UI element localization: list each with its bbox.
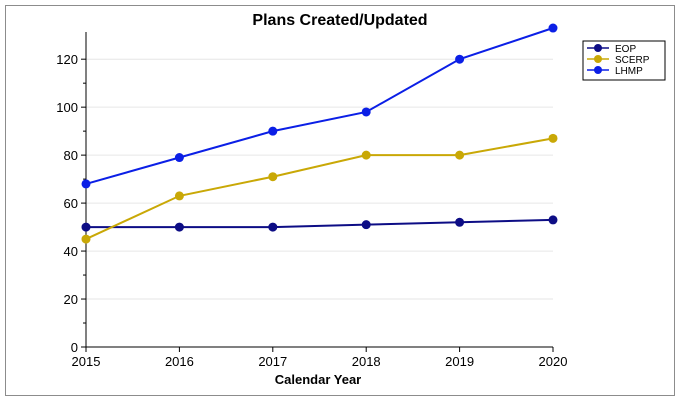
chart-title: Plans Created/Updated — [252, 12, 428, 29]
data-point-lhmp — [81, 179, 91, 189]
y-tick-label: 0 — [71, 340, 78, 355]
series-line-lhmp — [85, 27, 554, 185]
data-point-scerp — [81, 234, 91, 244]
series-line-scerp — [85, 137, 554, 240]
data-point-lhmp — [548, 23, 558, 33]
data-point-scerp — [548, 133, 558, 143]
data-point-eop — [174, 222, 184, 232]
x-tick-label: 2018 — [352, 354, 381, 369]
legend-marker — [594, 55, 602, 63]
x-tick-label: 2020 — [539, 354, 568, 369]
data-point-eop — [455, 217, 465, 227]
y-tick-label: 100 — [56, 100, 78, 115]
legend-marker — [594, 66, 602, 74]
y-tick-label: 20 — [64, 292, 78, 307]
data-point-scerp — [361, 150, 371, 160]
legend-label: SCERP — [615, 55, 650, 66]
legend-label: EOP — [615, 44, 636, 55]
x-axis-label: Calendar Year — [275, 372, 361, 387]
data-point-lhmp — [361, 107, 371, 117]
data-point-eop — [81, 222, 91, 232]
data-point-scerp — [455, 150, 465, 160]
x-tick-label: 2019 — [445, 354, 474, 369]
x-tick-label: 2016 — [165, 354, 194, 369]
series-line-eop — [86, 218, 554, 229]
y-tick-label: 40 — [64, 244, 78, 259]
series-layer — [81, 23, 558, 244]
data-point-scerp — [268, 172, 278, 182]
y-tick-label: 80 — [64, 148, 78, 163]
y-tick-label: 60 — [64, 196, 78, 211]
data-point-scerp — [174, 191, 184, 201]
x-tick-label: 2017 — [258, 354, 287, 369]
data-point-eop — [548, 215, 558, 225]
data-point-eop — [268, 222, 278, 232]
data-point-eop — [361, 220, 371, 230]
y-tick-label: 120 — [56, 52, 78, 67]
legend-label: LHMP — [615, 66, 643, 77]
data-point-lhmp — [455, 54, 465, 64]
axes-layer: 0 20 40 60 80 100 120 2015 2016 2017 2018 2019 2020 — [56, 32, 567, 369]
data-point-lhmp — [174, 153, 184, 163]
data-point-lhmp — [268, 126, 278, 136]
chart-frame — [5, 5, 675, 396]
x-tick-label: 2015 — [72, 354, 101, 369]
grid-layer — [86, 58, 553, 300]
legend-marker — [594, 44, 602, 52]
